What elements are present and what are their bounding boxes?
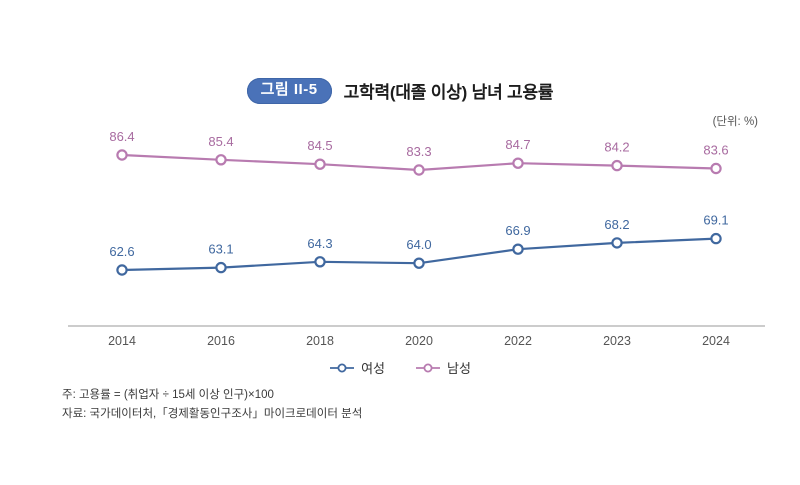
data-point-label: 84.2	[604, 140, 629, 155]
data-point-marker	[413, 257, 425, 269]
x-tick-label: 2023	[603, 334, 631, 348]
data-point-marker	[215, 154, 227, 166]
legend-label-female: 여성	[361, 361, 385, 376]
data-point-label: 68.2	[604, 217, 629, 232]
x-tick-label: 2020	[405, 334, 433, 348]
unit-label: (단위: %)	[712, 116, 758, 128]
data-point-marker	[116, 264, 128, 276]
data-point-label: 62.6	[109, 244, 134, 259]
data-point-label: 64.0	[406, 237, 431, 252]
x-tick-label: 2018	[306, 334, 334, 348]
data-point-label: 84.7	[505, 137, 530, 152]
data-point-marker	[710, 162, 722, 175]
data-point-marker	[413, 164, 425, 176]
data-point-label: 86.4	[109, 129, 134, 144]
legend-marker-male-icon	[416, 363, 440, 372]
data-point-label: 83.3	[406, 144, 431, 159]
data-point-marker	[116, 149, 128, 161]
footnote-source: 자료: 국가데이터처,「경제활동인구조사」마이크로데이터 분석	[62, 407, 363, 420]
page-title: 고학력(대졸 이상) 남녀 고용률	[343, 83, 554, 103]
data-point-marker	[512, 157, 524, 169]
data-point-marker	[611, 159, 623, 172]
chart-label-group: 62.6 63.1 64.3 64.0 66.9 68.2 69.1 86.4 85.4 84.5…	[109, 129, 728, 259]
x-tick-label: 2016	[207, 334, 235, 348]
chart-series-group	[116, 149, 722, 276]
data-point-label: 66.9	[505, 223, 530, 238]
x-tick-label: 2014	[108, 334, 136, 348]
legend-label-male: 남성	[447, 361, 471, 376]
data-point-marker	[314, 158, 326, 170]
data-point-marker	[512, 243, 524, 255]
data-point-label: 69.1	[703, 213, 728, 228]
data-point-label: 63.1	[208, 242, 233, 257]
chart-legend: 여성 남성	[0, 358, 800, 377]
data-point-label: 83.6	[703, 143, 728, 158]
legend-marker-female-icon	[330, 363, 355, 372]
data-point-marker	[611, 237, 623, 249]
data-point-label: 85.4	[208, 134, 233, 149]
data-point-label: 64.3	[307, 236, 332, 251]
data-point-marker	[215, 261, 227, 274]
footnote-note: 주: 고용률 = (취업자 ÷ 15세 이상 인구)×100	[62, 389, 274, 401]
data-point-marker	[314, 256, 326, 268]
footnotes: 주: 고용률 = (취업자 ÷ 15세 이상 인구)×100 자료: 국가데이터…	[62, 386, 362, 424]
figure-number-badge: 그림 II-5	[246, 78, 332, 104]
chart-tick-group: 2014 2016 2018 2020 2022 2023 2024	[108, 334, 730, 348]
figure-title-row: 그림 II-5 고학력(대졸 이상) 남녀 고용률	[0, 78, 800, 104]
x-tick-label: 2022	[504, 334, 532, 348]
data-point-label: 84.5	[307, 138, 332, 153]
data-point-marker	[710, 232, 722, 245]
x-tick-label: 2024	[702, 334, 730, 348]
legend-item-male: 남성	[415, 358, 471, 377]
legend-item-female: 여성	[329, 358, 385, 377]
